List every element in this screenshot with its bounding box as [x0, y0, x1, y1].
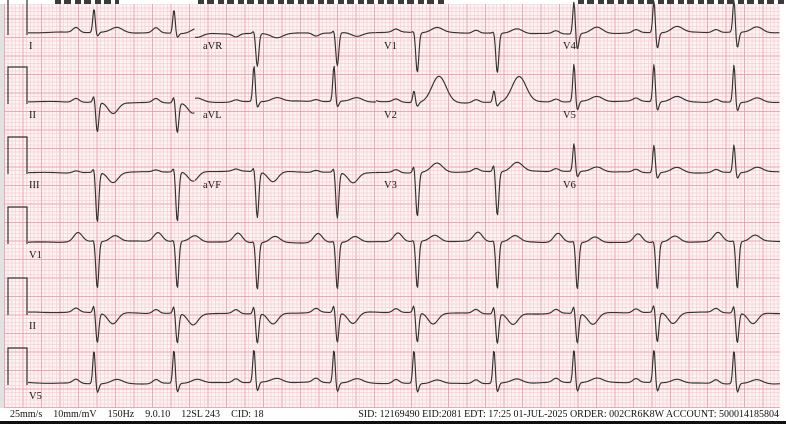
algorithm-label: 12SL 243 — [181, 409, 221, 420]
lead-label-v1: V1 — [29, 250, 42, 261]
lead-label-avf: aVF — [203, 180, 221, 191]
calibration-pulse — [7, 66, 28, 104]
lead-label-i: I — [29, 41, 33, 52]
ecg-trace-v6 — [556, 143, 780, 179]
ecg-trace-avl — [194, 65, 376, 108]
lead-label-v5: V5 — [29, 391, 42, 402]
paper-speed-label: 25mm/s — [10, 409, 43, 420]
clipped-header-text — [198, 0, 444, 4]
ecg-grid-paper — [4, 4, 780, 408]
lead-label-v1: V1 — [384, 41, 397, 52]
calibration-pulse — [7, 347, 28, 385]
lead-label-ii: II — [29, 110, 36, 121]
ecg-trace-avf — [194, 168, 376, 219]
lead-label-v2: V2 — [384, 110, 397, 121]
calibration-pulse — [7, 136, 28, 174]
lowpass-filter-label: 150Hz — [107, 409, 135, 420]
ecg-trace-v2 — [375, 75, 557, 107]
clipped-header-text — [55, 0, 119, 4]
lead-label-v4: V4 — [563, 41, 577, 52]
lead-label-iii: III — [29, 180, 40, 191]
software-version-label: 9.0.10 — [145, 409, 171, 420]
ecg-trace-v1 — [376, 26, 557, 73]
ecg-trace-iii — [28, 168, 195, 222]
ecg-trace-ii — [28, 96, 195, 133]
lead-label-v5: V5 — [563, 110, 576, 121]
calibration-pulse — [7, 206, 28, 244]
lead-label-avr: aVR — [203, 41, 222, 52]
footer-id-text: SID: 12169490 EID:2081 EDT: 17:25 01-JUL… — [358, 409, 779, 420]
lead-label-avl: aVL — [203, 110, 222, 121]
lead-label-ii: II — [29, 321, 36, 332]
page-left-margin — [0, 4, 4, 408]
calibration-pulse — [7, 0, 28, 35]
cid-label: CID: 18 — [231, 409, 264, 420]
acquisition-settings: 25mm/s 10mm/mV 150Hz 9.0.10 12SL 243 CID… — [0, 409, 275, 420]
calibration-pulse — [7, 277, 28, 315]
ecg-trace-avr — [194, 30, 376, 67]
footer-divider — [0, 421, 786, 424]
ecg-trace-i — [28, 9, 195, 38]
footer-bar: 25mm/s 10mm/mV 150Hz 9.0.10 12SL 243 CID… — [0, 408, 786, 421]
clipped-header-text — [578, 0, 784, 4]
gain-label: 10mm/mV — [53, 409, 97, 420]
ecg-trace-v5 — [27, 350, 781, 393]
lead-label-v6: V6 — [563, 180, 576, 191]
ecg-trace-v1 — [28, 231, 780, 290]
ecg-trace-ii — [28, 305, 780, 344]
ecg-trace-v3 — [376, 161, 557, 217]
lead-label-v3: V3 — [384, 180, 397, 191]
ecg-trace-v4 — [556, 0, 780, 50]
ecg-trace-v5 — [556, 64, 780, 112]
